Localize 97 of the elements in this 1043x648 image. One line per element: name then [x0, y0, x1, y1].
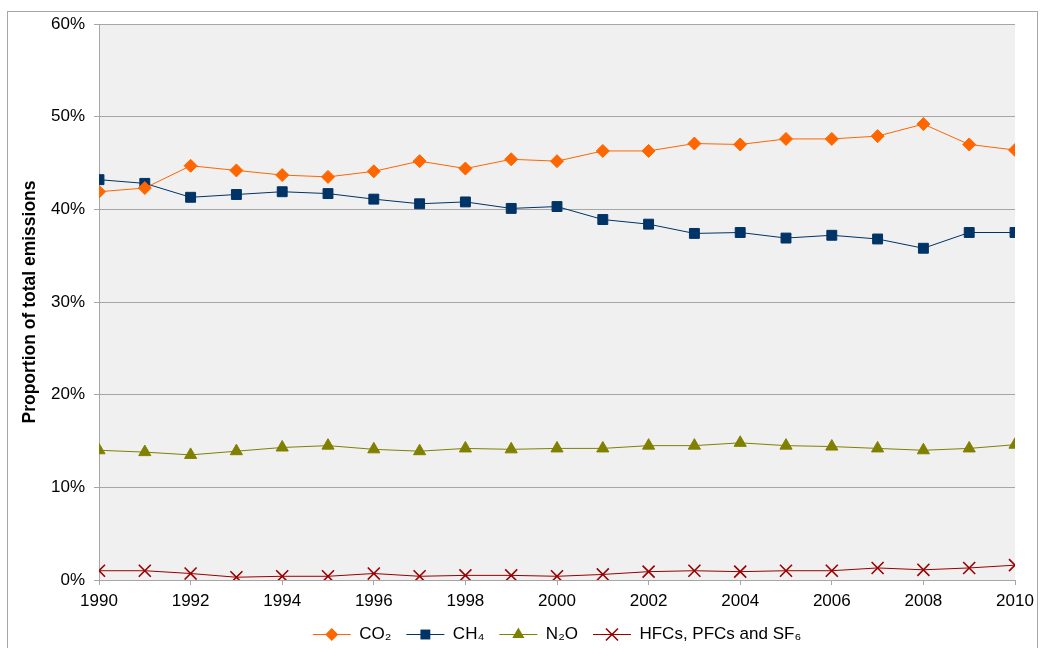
point [413, 443, 427, 456]
point [916, 117, 931, 132]
y-axis-title: Proportion of total emissions [19, 180, 40, 424]
point [641, 143, 656, 158]
point [779, 563, 793, 578]
point [183, 566, 198, 580]
x-tick-label: 1990 [80, 590, 118, 610]
legend-label: HFCs, PFCs and SF₆ [639, 624, 802, 644]
point [550, 440, 564, 453]
legend-label: CO₂ [359, 624, 392, 644]
y-tick-label: 30% [50, 291, 85, 311]
point [366, 566, 381, 580]
point [504, 568, 519, 580]
point [414, 198, 426, 210]
point [322, 188, 334, 200]
y-tick-label: 60% [50, 13, 85, 33]
x-tick-label: 1998 [446, 590, 485, 610]
point [504, 152, 519, 167]
point [321, 169, 335, 184]
y-tick-label: 0% [60, 569, 85, 589]
legend-label: CH₄ [452, 624, 485, 644]
point [917, 242, 929, 254]
point [688, 227, 700, 239]
point [459, 196, 471, 208]
y-tick-label: 20% [50, 384, 85, 404]
point [184, 447, 198, 459]
point [916, 563, 931, 577]
point [779, 131, 793, 146]
point [595, 567, 610, 580]
point [550, 154, 564, 169]
point [824, 131, 839, 146]
point [138, 444, 152, 457]
point [366, 164, 381, 179]
point [368, 193, 380, 205]
point [229, 163, 244, 178]
point [779, 438, 793, 450]
point [643, 218, 655, 230]
point [505, 202, 517, 214]
point [826, 229, 838, 241]
point [321, 569, 335, 580]
point [824, 563, 839, 578]
point [229, 443, 243, 456]
point [733, 137, 748, 152]
y-tick-label: 40% [50, 199, 85, 219]
point [734, 227, 746, 238]
point [687, 136, 702, 151]
y-tick-label: 10% [50, 477, 85, 497]
point [275, 439, 289, 452]
point [596, 440, 610, 453]
point [687, 438, 701, 450]
x-tick-label: 2000 [538, 590, 576, 610]
point [687, 563, 702, 578]
point [321, 438, 335, 450]
x-tick-label: 2008 [904, 590, 943, 610]
point [137, 563, 152, 578]
point [962, 561, 977, 575]
point [595, 143, 610, 158]
point [871, 440, 885, 453]
point [872, 233, 884, 245]
point [825, 439, 839, 451]
point [275, 168, 290, 183]
point [870, 561, 885, 575]
point [458, 161, 473, 176]
point [275, 569, 290, 580]
point [962, 137, 977, 152]
x-tick-label: 2006 [812, 590, 851, 610]
x-tick-label: 2002 [629, 590, 668, 610]
point [780, 232, 792, 244]
point [642, 438, 656, 450]
point [870, 129, 885, 144]
legend-label: N₂O [545, 624, 578, 644]
point [504, 441, 518, 454]
point [550, 569, 564, 580]
point [551, 201, 563, 212]
point [367, 441, 381, 454]
y-tick-label: 50% [50, 106, 85, 126]
x-tick-label: 2004 [721, 590, 760, 610]
point [458, 440, 472, 453]
x-tick-label: 1996 [354, 590, 393, 610]
point [641, 564, 656, 579]
point [183, 158, 198, 173]
point [733, 435, 747, 447]
point [597, 214, 609, 225]
x-tick-label: 1994 [263, 590, 302, 610]
point [963, 227, 975, 238]
point [185, 191, 197, 203]
point [276, 186, 288, 198]
point [458, 568, 473, 580]
point [916, 442, 930, 455]
point [137, 181, 152, 196]
x-tick-label: 1992 [171, 590, 210, 610]
point [412, 154, 427, 169]
point [230, 189, 242, 200]
point [733, 564, 748, 579]
point [412, 569, 427, 580]
x-tick-label: 2010 [996, 590, 1034, 610]
point [962, 440, 976, 453]
